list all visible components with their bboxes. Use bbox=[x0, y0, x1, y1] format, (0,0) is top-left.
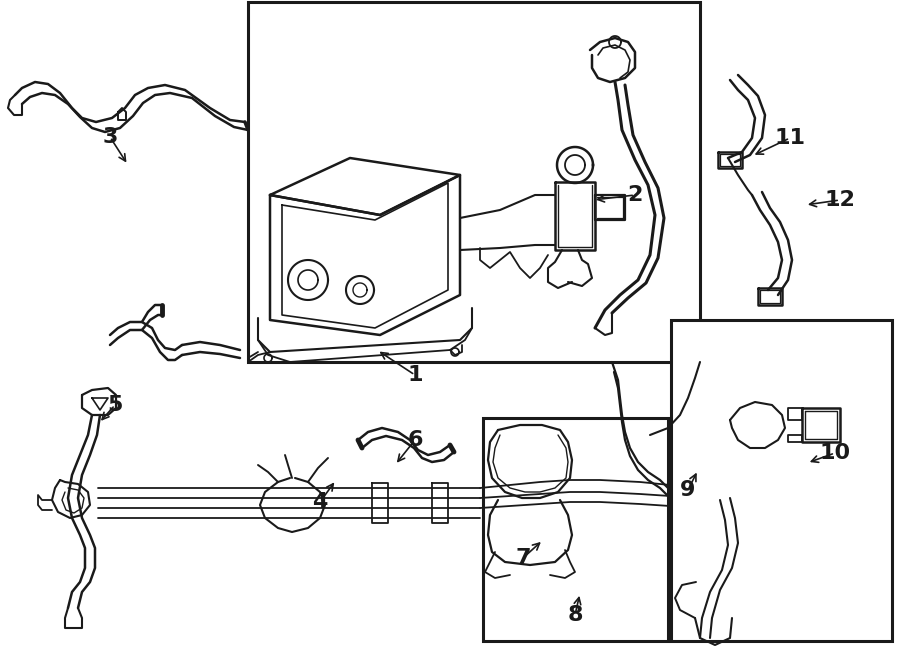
Text: 7: 7 bbox=[515, 548, 531, 568]
Text: 3: 3 bbox=[103, 127, 118, 147]
Text: 6: 6 bbox=[407, 430, 423, 450]
Text: 11: 11 bbox=[775, 128, 806, 148]
Bar bbox=[248, 2, 700, 362]
Text: 9: 9 bbox=[680, 480, 696, 500]
Text: 2: 2 bbox=[627, 185, 643, 205]
Bar bbox=[483, 418, 668, 641]
Text: 12: 12 bbox=[824, 190, 855, 210]
Text: 5: 5 bbox=[107, 395, 122, 415]
Text: 8: 8 bbox=[567, 605, 583, 625]
Text: 10: 10 bbox=[819, 443, 850, 463]
Text: 1: 1 bbox=[407, 365, 423, 385]
Text: 4: 4 bbox=[312, 492, 328, 512]
Bar bbox=[671, 320, 892, 641]
